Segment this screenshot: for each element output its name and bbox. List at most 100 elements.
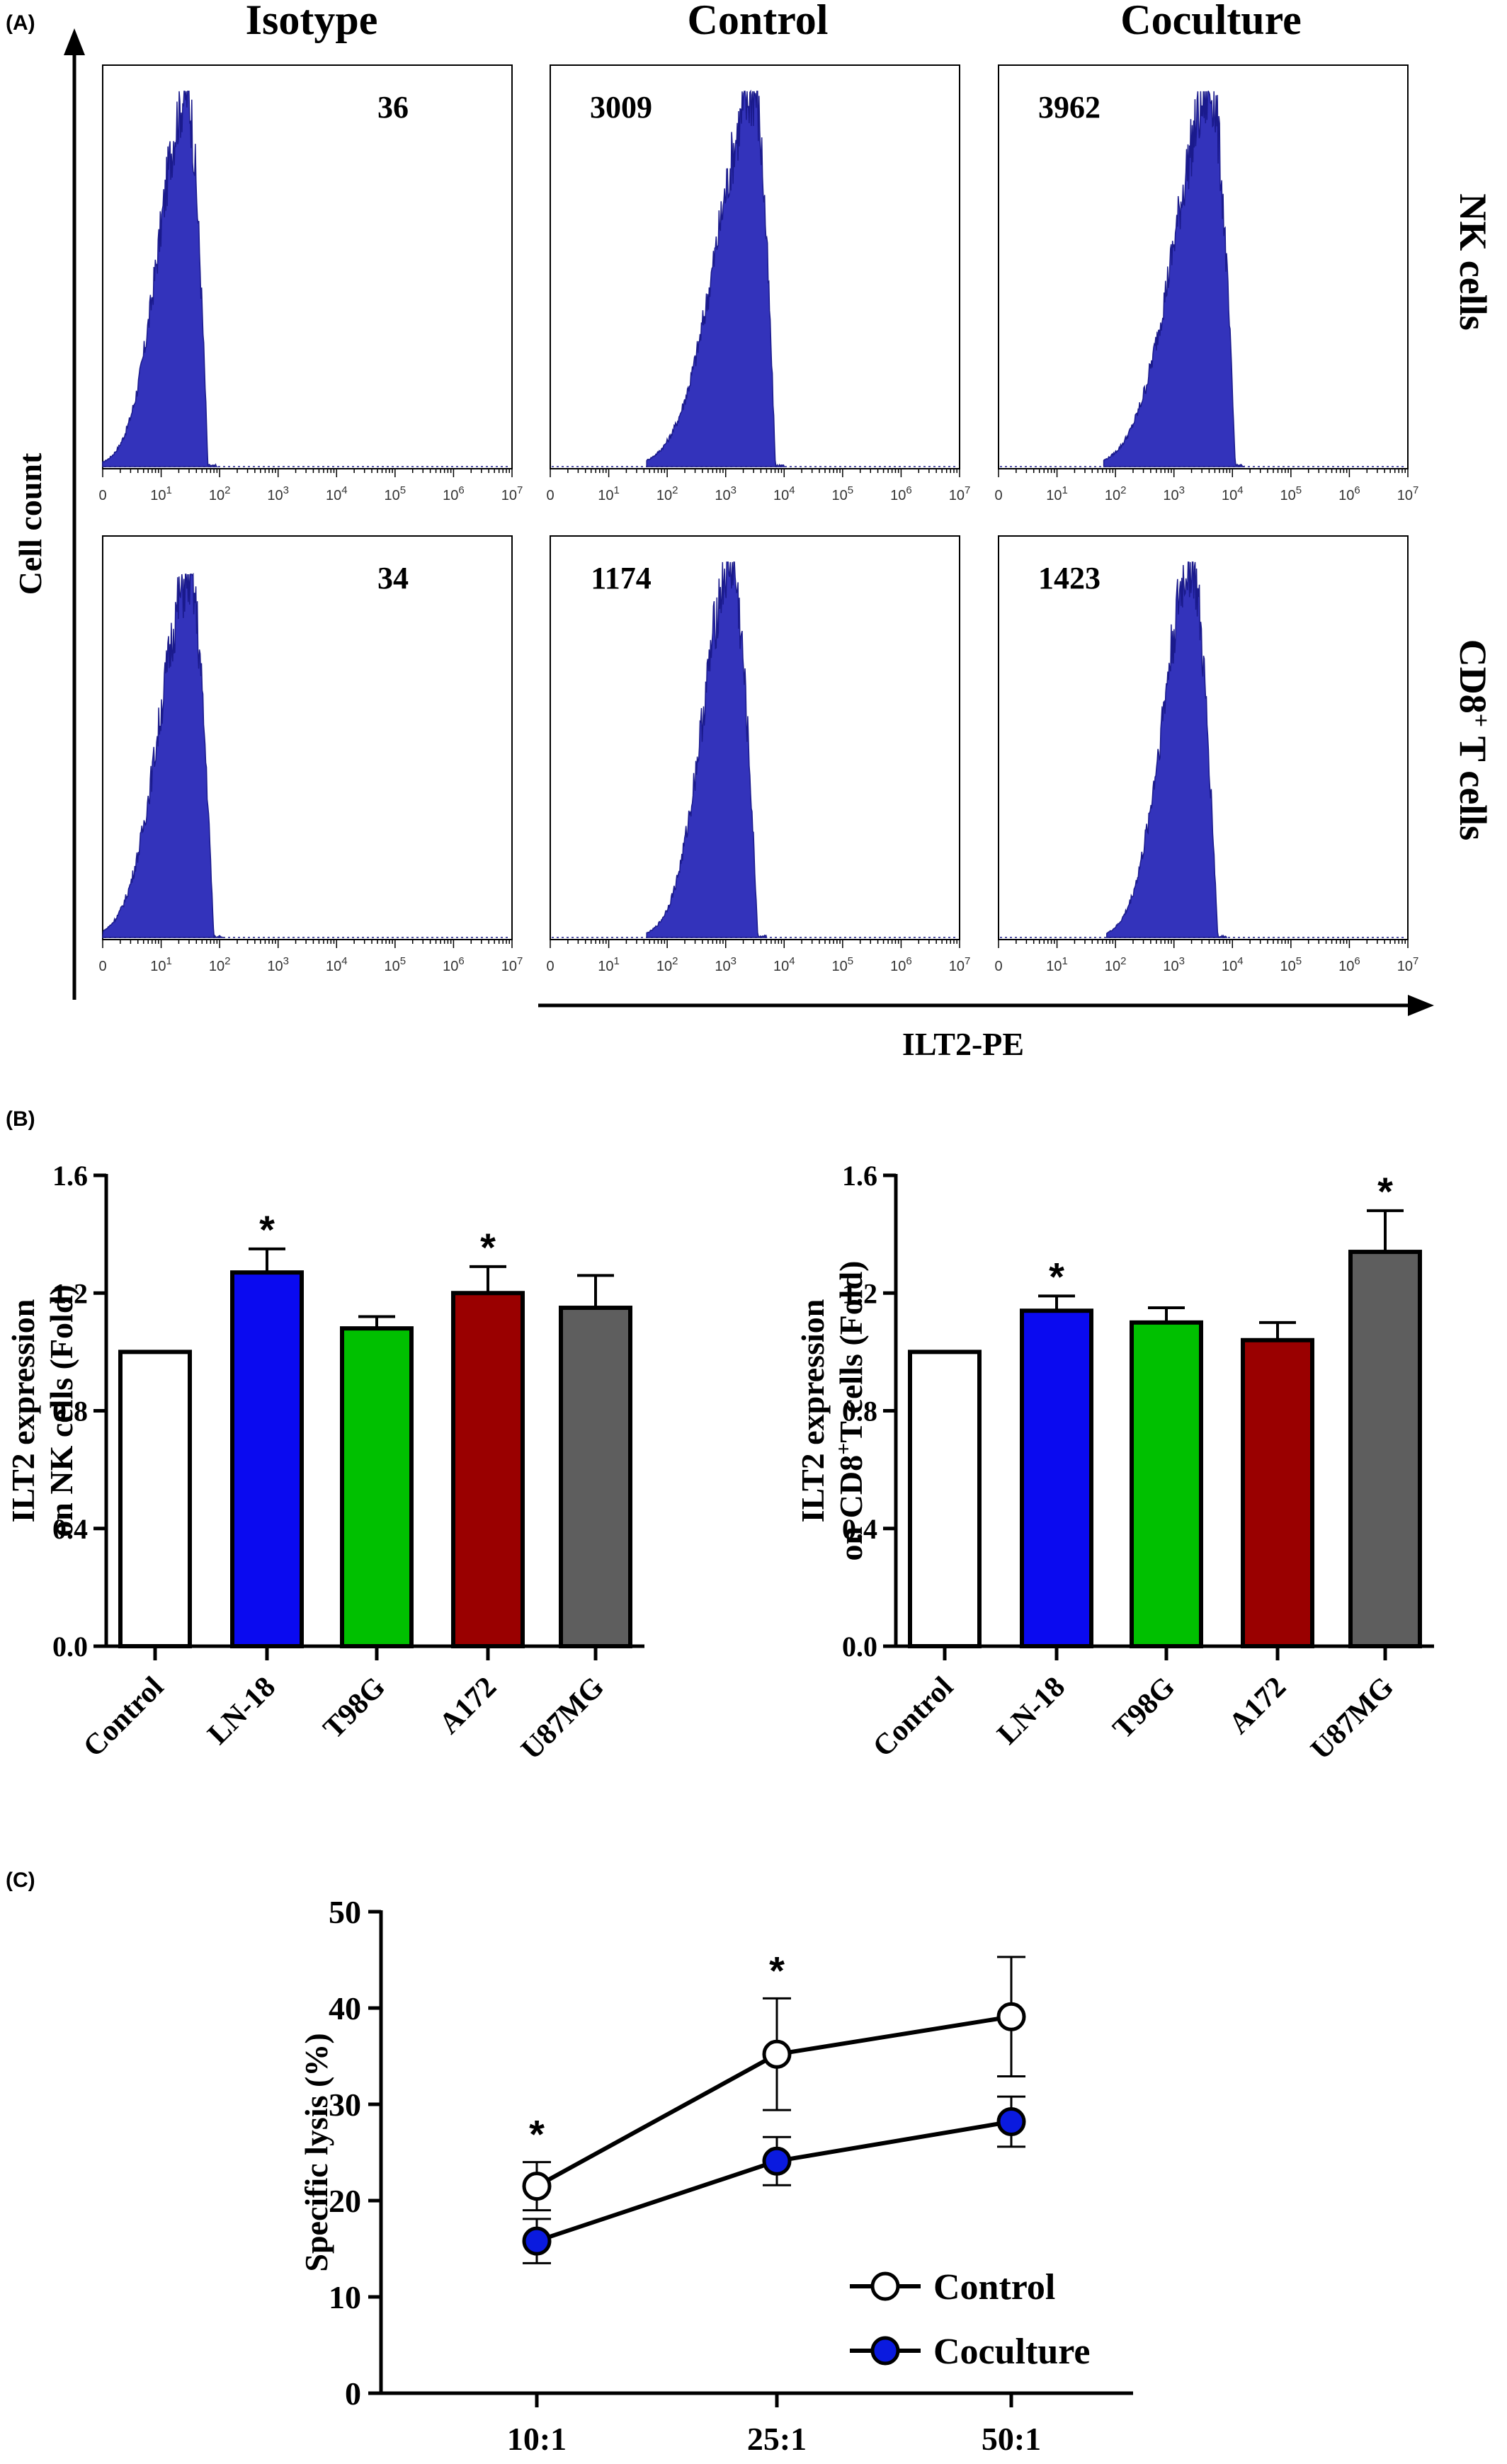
y-tick-label: 0 (345, 2375, 361, 2412)
x-tick-label-50-1: 50:1 (982, 2421, 1041, 2457)
tick-exponent: 3 (1179, 955, 1185, 967)
point-coculture-10-1 (522, 2226, 552, 2256)
histogram-tick-label: 104 (1222, 955, 1244, 974)
x-tick-label-25-1: 25:1 (747, 2421, 807, 2457)
legend-label: Coculture (933, 2332, 1090, 2372)
tick-exponent: 2 (1120, 484, 1126, 496)
histogram-tick-label: 103 (1163, 484, 1185, 503)
y-tick-label: 1.2 (842, 1277, 877, 1309)
tick-base: 10 (267, 488, 283, 503)
tick-exponent: 3 (731, 955, 737, 967)
tick-exponent: 5 (848, 955, 853, 967)
mfi-value-nk-cells-isotype: 36 (377, 90, 409, 125)
tick-exponent: 3 (731, 484, 737, 496)
tick-base: 10 (1397, 488, 1413, 503)
histogram-tick-label: 102 (1105, 484, 1127, 503)
histogram-tick-label: 0 (546, 959, 554, 974)
bar-control (118, 1350, 192, 1648)
x-tick-label-10-1: 10:1 (507, 2421, 567, 2457)
tick-exponent: 4 (1237, 484, 1243, 496)
histogram-tick-label: 104 (326, 955, 348, 974)
tick-exponent: 6 (906, 484, 911, 496)
tick-exponent: 1 (1062, 484, 1068, 496)
tick-base: 10 (1046, 959, 1062, 974)
histogram-tick-label: 103 (1163, 955, 1185, 974)
tick-base: 10 (267, 959, 283, 974)
tick-exponent: 2 (224, 955, 230, 967)
legend-item-control: Control (850, 2267, 1055, 2308)
tick-exponent: 5 (1296, 484, 1302, 496)
series-coculture (522, 2095, 1026, 2264)
tick-exponent: 7 (517, 955, 523, 967)
tick-base: 10 (598, 488, 613, 503)
tick-base: 10 (949, 959, 965, 974)
panel-b-label: (B) (6, 1107, 35, 1131)
histogram-tick-label: 102 (209, 955, 231, 974)
histogram-tick-label: 102 (656, 955, 678, 974)
tick-base: 10 (890, 959, 906, 974)
histogram-tick-label: 104 (773, 955, 795, 974)
histogram-tick-label: 0 (994, 959, 1002, 974)
tick-exponent: 3 (1179, 484, 1185, 496)
row-title-t-cells: T cells (1452, 727, 1494, 840)
panel-c-label: (C) (6, 1869, 35, 1892)
histogram-tick-label: 106 (443, 484, 465, 503)
tick-base: 10 (949, 488, 965, 503)
tick-base: 0 (98, 959, 106, 974)
tick-base: 10 (326, 488, 341, 503)
tick-exponent: 5 (400, 955, 406, 967)
tick-exponent: 1 (614, 955, 620, 967)
histogram-tick-label: 106 (1338, 484, 1360, 503)
histogram-curve (102, 91, 219, 468)
tick-base: 10 (598, 959, 613, 974)
legend-marker (870, 2271, 900, 2301)
histogram-tick-label: 107 (501, 484, 523, 503)
tick-exponent: 7 (1413, 955, 1418, 967)
tick-exponent: 3 (283, 484, 289, 496)
histogram-tick-label: 106 (1338, 955, 1360, 974)
tick-exponent: 6 (1354, 484, 1360, 496)
y-axis-label-line1: ILT2 expression (795, 1299, 831, 1523)
cell-count-arrow-head (64, 28, 85, 55)
tick-base: 10 (1046, 488, 1062, 503)
tick-base: 10 (1222, 488, 1237, 503)
y-tick-label: 0.0 (842, 1631, 877, 1662)
mfi-value-nk-cells-coculture: 3962 (1038, 90, 1101, 125)
bar-control (908, 1350, 982, 1648)
tick-exponent: 2 (672, 484, 678, 496)
tick-exponent: 4 (789, 484, 795, 496)
legend-label: Control (933, 2267, 1055, 2308)
tick-exponent: 4 (789, 955, 795, 967)
tick-base: 0 (546, 488, 554, 503)
point-coculture-50-1 (996, 2106, 1026, 2136)
series-control (522, 1956, 1026, 2212)
significance-10-1: * (529, 2112, 545, 2157)
histogram-tick-label: 106 (443, 955, 465, 974)
y-tick-label: 1.6 (842, 1160, 877, 1192)
significance-25-1: * (769, 1948, 785, 1992)
tick-base: 10 (385, 959, 400, 974)
tick-base: 10 (385, 488, 400, 503)
y-tick-label: 30 (329, 2087, 361, 2123)
tick-base: 10 (1163, 959, 1178, 974)
column-title-isotype: Isotype (246, 0, 378, 43)
y-tick-label: 1.2 (52, 1277, 88, 1309)
y-label-part: on CD8 (833, 1455, 869, 1561)
y-tick-label: 10 (329, 2279, 361, 2315)
row-title-nk-cells: NK cells (1452, 193, 1494, 330)
y-axis-label: Specific lysis (%) (298, 2033, 334, 2271)
y-tick-label: 40 (329, 1990, 361, 2026)
histogram-curve (102, 572, 225, 938)
tick-exponent: 4 (341, 955, 347, 967)
bar-a172 (1241, 1337, 1314, 1648)
histogram-tick-label: 0 (98, 488, 106, 503)
tick-base: 10 (501, 959, 517, 974)
panel-a: (A) Isotype Control Coculture NK cells C… (6, 0, 1494, 1062)
histogram-curve (646, 89, 785, 468)
tick-exponent: 6 (1354, 955, 1360, 967)
tick-base: 10 (1105, 488, 1120, 503)
y-tick-label: 0.0 (52, 1631, 88, 1662)
tick-exponent: 7 (965, 955, 970, 967)
y-tick-label: 0.8 (52, 1396, 88, 1427)
